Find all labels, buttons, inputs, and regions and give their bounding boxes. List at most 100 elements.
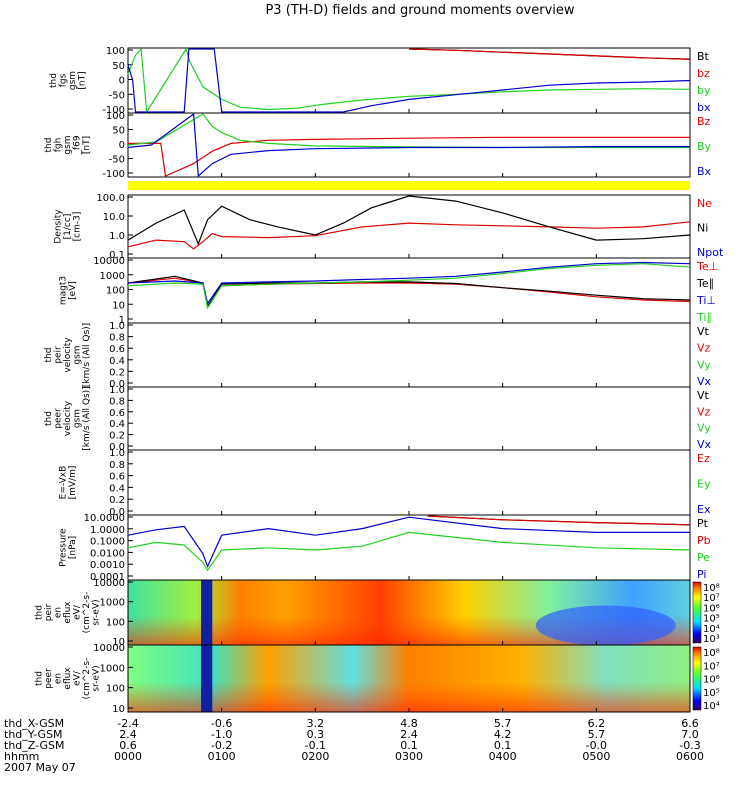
- colorbar-tick-label: 10⁷: [703, 593, 720, 604]
- x-tick-label-z_gsm: -0.0: [586, 739, 607, 752]
- colorbar-tick-label: 10⁸: [703, 583, 720, 594]
- y-tick-label: 0.4: [109, 483, 125, 494]
- y-axis-label: Density: [54, 209, 64, 244]
- legend-Vx: Vx: [697, 375, 712, 388]
- y-tick-label: 1.0000: [90, 525, 125, 536]
- y-tick-label: -100: [102, 169, 125, 180]
- x-tick-label-y_gsm: 7.0: [681, 728, 699, 741]
- y-axis-label: peir: [54, 346, 64, 364]
- y-axis-label: [km/s (All Qs)]: [82, 386, 92, 450]
- y-axis-label: peer: [44, 668, 54, 689]
- y-axis-label: eV/: [73, 604, 83, 620]
- series-fgh-Bx: [127, 112, 690, 178]
- legend-Ey: Ey: [697, 478, 711, 491]
- series-fgs-by: [127, 47, 691, 114]
- panel-frame: [127, 386, 691, 451]
- y-axis-label: thd: [35, 671, 45, 686]
- y-axis-label: peer: [54, 408, 64, 429]
- y-tick-label: 1.0: [109, 321, 125, 332]
- y-axis-label: Pressure: [58, 528, 68, 567]
- x-tick-label-z_gsm: 0.1: [494, 739, 512, 752]
- x-tick-label-z_gsm: 0.6: [119, 739, 137, 752]
- legend-Pe: Pe: [697, 551, 710, 564]
- legend-Pb: Pb: [697, 534, 711, 547]
- y-axis-label: gsm: [73, 345, 83, 364]
- panel-frame: [127, 112, 691, 178]
- y-axis-label: velocity: [63, 337, 73, 373]
- colorbar: [692, 646, 702, 711]
- legend-Pi: Pi: [697, 568, 706, 581]
- y-tick-label: 0.1: [109, 250, 125, 261]
- colorbar-tick-label: 10⁴: [703, 624, 720, 635]
- y-tick-label: 10: [112, 704, 125, 715]
- y-axis-label: [nPa]: [68, 536, 78, 559]
- x-tick-label-z_gsm: -0.1: [305, 739, 326, 752]
- series-pressure-Pe: [127, 531, 691, 572]
- x-tick-label-hhmm: 0500: [582, 750, 610, 763]
- legend-Te⊥: Te⊥: [696, 260, 718, 273]
- x-row-label: thd_X-GSM: [4, 717, 64, 730]
- y-axis-label: [mV/m]: [68, 466, 78, 500]
- y-tick-label: 0: [119, 76, 125, 87]
- x-tick-label-hhmm: 0600: [676, 750, 704, 763]
- y-tick-label: 0.2: [109, 367, 125, 378]
- y-axis-label: [nT]: [77, 71, 87, 89]
- legend-bx: bx: [697, 101, 711, 114]
- y-tick-label: 0.0: [109, 379, 125, 390]
- y-tick-label: 50: [112, 126, 125, 137]
- x-tick-label-hhmm: 0300: [395, 750, 423, 763]
- y-tick-label: 1: [119, 315, 125, 326]
- legend-Vx: Vx: [697, 438, 712, 451]
- y-tick-label: 0.6: [109, 472, 125, 483]
- y-tick-label: 0.6: [109, 344, 125, 355]
- legend-Ne: Ne: [697, 197, 712, 210]
- colorbar-tick-label: 10³: [703, 634, 720, 645]
- y-axis-label: peir: [44, 603, 54, 621]
- y-tick-label: 0.0001: [90, 572, 125, 583]
- legend-bz: bz: [697, 67, 710, 80]
- y-axis-label: gsm: [63, 135, 73, 154]
- colorbar-tick-label: 10⁴: [703, 701, 720, 712]
- y-tick-label: 0.2: [109, 431, 125, 442]
- panel-frame: [127, 449, 691, 516]
- colorbar-tick-label: 10⁶: [703, 603, 720, 614]
- y-axis-label: magt3: [58, 276, 68, 305]
- legend-Vz: Vz: [697, 405, 711, 418]
- series-fgs-bx: [127, 48, 691, 113]
- x-tick-label-x_gsm: -2.4: [117, 717, 138, 730]
- legend-Ti⊥: Ti⊥: [696, 294, 716, 307]
- y-tick-label: 50: [112, 61, 125, 72]
- x-row-label: thd_Z-GSM: [4, 739, 64, 752]
- colorbar: [692, 581, 702, 644]
- y-tick-label: 0.8: [109, 396, 125, 407]
- series-density-Ni: [127, 195, 691, 246]
- legend-Ni: Ni: [697, 222, 708, 235]
- legend-Vt: Vt: [697, 389, 710, 402]
- y-axis-label: fgs: [58, 73, 68, 87]
- legend-by: by: [697, 84, 711, 97]
- spectrogram-dropout: [201, 580, 213, 645]
- x-tick-label-y_gsm: 4.2: [494, 728, 512, 741]
- panel-temp: 10000 1000 100 10 1 magt3 [eV] Te⊥ Te∥ Ti⊥ Ti∥: [58, 256, 718, 326]
- panel-frame: [127, 47, 691, 114]
- series-density-Ne: [127, 221, 691, 250]
- legend-Pt: Pt: [697, 517, 709, 530]
- panel-frame: [127, 257, 691, 324]
- y-tick-label: 10000: [93, 256, 125, 267]
- y-tick-label: 10.0000: [84, 513, 125, 524]
- x-tick-label-z_gsm: -0.2: [211, 739, 232, 752]
- x-tick-label-x_gsm: 5.7: [494, 717, 512, 730]
- y-axis-label: eV/: [73, 670, 83, 686]
- spectrogram-dropout: [201, 645, 213, 712]
- colorbar-tick-label: 10⁷: [703, 661, 720, 672]
- y-axis-label: eflux: [63, 667, 73, 690]
- y-tick-label: 100.0: [96, 193, 125, 204]
- series-temp-Ti_par: [127, 263, 691, 310]
- y-tick-label: 0.4: [109, 356, 125, 367]
- x-tick-label-hhmm: 0200: [301, 750, 329, 763]
- y-tick-label: 1000: [100, 663, 125, 674]
- legend-Ez: Ez: [697, 452, 710, 465]
- y-tick-label: 0: [119, 140, 125, 151]
- y-axis-label: en: [54, 673, 64, 684]
- y-tick-label: 1.0: [109, 448, 125, 459]
